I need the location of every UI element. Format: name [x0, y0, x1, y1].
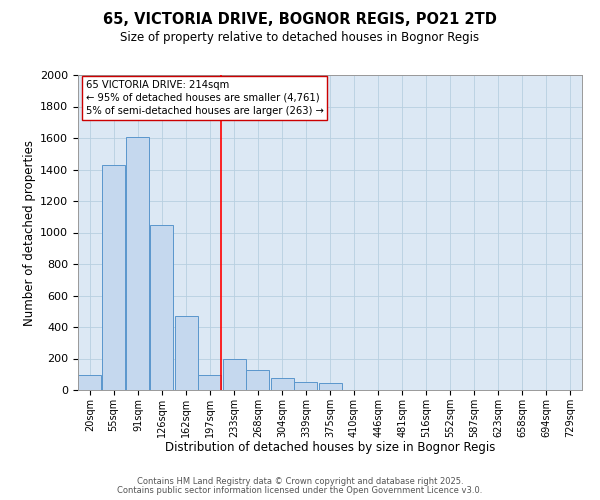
- Text: Contains HM Land Registry data © Crown copyright and database right 2025.: Contains HM Land Registry data © Crown c…: [137, 477, 463, 486]
- Bar: [295, 382, 317, 390]
- Bar: [223, 360, 245, 390]
- Bar: [127, 137, 149, 390]
- Text: Size of property relative to detached houses in Bognor Regis: Size of property relative to detached ho…: [121, 31, 479, 44]
- Bar: [198, 375, 221, 390]
- Y-axis label: Number of detached properties: Number of detached properties: [23, 140, 36, 326]
- Bar: [175, 316, 197, 390]
- Text: 65 VICTORIA DRIVE: 214sqm
← 95% of detached houses are smaller (4,761)
5% of sem: 65 VICTORIA DRIVE: 214sqm ← 95% of detac…: [86, 80, 323, 116]
- Bar: [150, 224, 173, 390]
- Text: Contains public sector information licensed under the Open Government Licence v3: Contains public sector information licen…: [118, 486, 482, 495]
- Bar: [102, 165, 125, 390]
- X-axis label: Distribution of detached houses by size in Bognor Regis: Distribution of detached houses by size …: [165, 442, 495, 454]
- Bar: [247, 370, 269, 390]
- Text: 65, VICTORIA DRIVE, BOGNOR REGIS, PO21 2TD: 65, VICTORIA DRIVE, BOGNOR REGIS, PO21 2…: [103, 12, 497, 28]
- Bar: [79, 375, 101, 390]
- Bar: [319, 383, 342, 390]
- Bar: [271, 378, 294, 390]
